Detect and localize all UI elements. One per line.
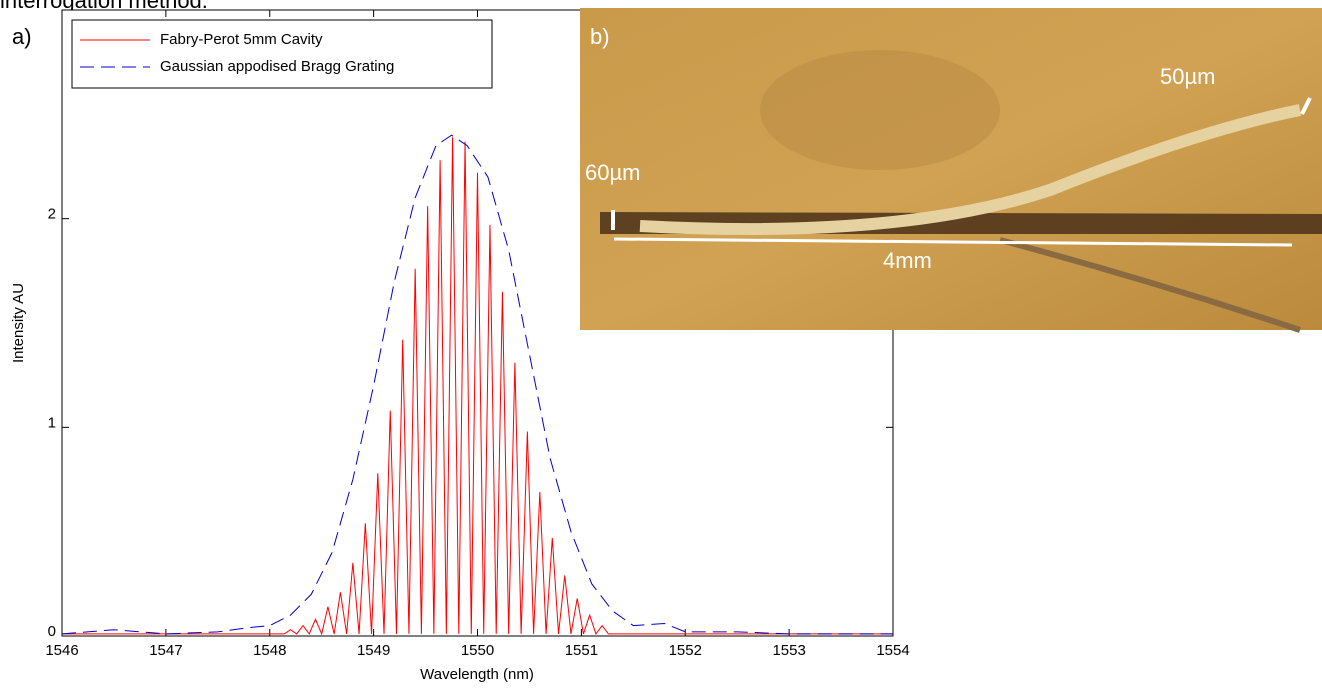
legend-box (71, 19, 493, 89)
fiber-tip (639, 104, 1302, 236)
x-tick-label: 1553 (772, 642, 805, 659)
plot: 1546 1547 1548 1549 1550 1551 1552 1553 1554 0 1 2 (45, 10, 910, 659)
photo: b) 50µm 60µm 4mm (580, 8, 1322, 333)
x-tick-label: 1548 (253, 642, 286, 659)
y-axis-label: Intensity AU (10, 283, 27, 363)
fiber-shadow (999, 237, 1301, 333)
photo-annotation: 50µm (1160, 64, 1215, 89)
y-tick-label: 1 (48, 414, 56, 431)
panel-label: a) (12, 24, 32, 49)
scale-marker (1300, 97, 1312, 115)
x-tick-label: 1554 (876, 642, 909, 659)
x-tick-label: 1551 (565, 642, 598, 659)
x-axis-label: Wavelength (nm) (420, 666, 534, 683)
scale-bar (613, 237, 1293, 247)
photo-annotation: 4mm (883, 248, 932, 273)
legend-label: Fabry-Perot 5mm Cavity (160, 31, 323, 48)
y-tick-label: 0 (48, 623, 56, 640)
photo-background (580, 8, 1322, 330)
series-line (61, 134, 893, 635)
photo-annotation: 60µm (585, 160, 640, 185)
series-line (62, 137, 893, 636)
x-tick-label: 1550 (461, 642, 494, 659)
legend-label: Gaussian appodised Bragg Grating (160, 58, 394, 75)
x-tick-label: 1547 (149, 642, 182, 659)
photo-shade (760, 50, 1000, 170)
x-tick-label: 1549 (357, 642, 390, 659)
photo-label: b) (590, 24, 610, 49)
x-tick-label: 1546 (45, 642, 78, 659)
y-tick-label: 2 (48, 206, 56, 223)
legend: Fabry-Perot 5mm Cavity Gaussian appodised… (71, 19, 493, 89)
x-tick-label: 1552 (669, 642, 702, 659)
